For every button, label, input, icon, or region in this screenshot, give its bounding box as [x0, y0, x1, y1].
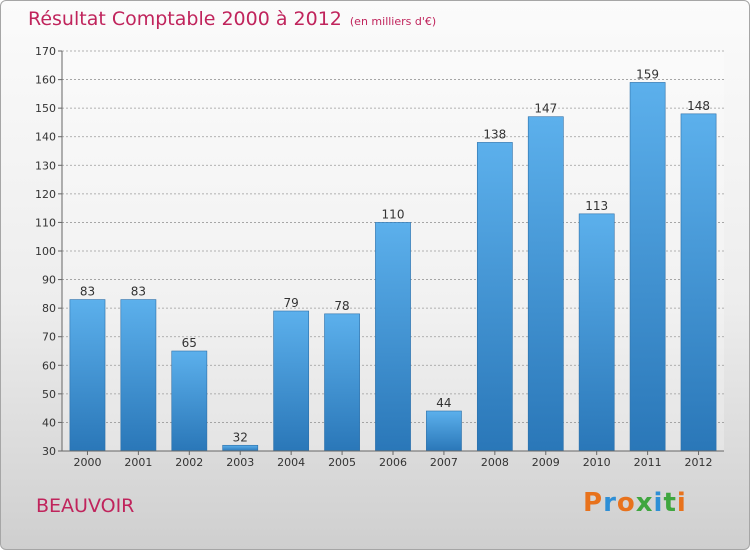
y-tick-label: 160 [35, 74, 56, 87]
bar-2005 [324, 313, 360, 452]
proxiti-logo: Proxiti [583, 488, 687, 518]
bar-2001 [120, 299, 157, 452]
x-tick-label: 2010 [583, 456, 611, 469]
logo-letter: o [616, 488, 636, 518]
chart-title-text: Résultat Comptable 2000 à 2012 [28, 8, 342, 30]
y-tick-label: 110 [35, 216, 56, 229]
y-tick-label: 170 [35, 45, 56, 58]
logo-letter: t [663, 488, 677, 518]
x-tick-label: 2001 [124, 456, 152, 469]
bar-2009 [527, 116, 564, 452]
y-tick-label: 30 [42, 445, 56, 458]
bar-2012 [680, 113, 717, 452]
bar-2002 [171, 350, 208, 452]
x-tick-label: 2008 [481, 456, 509, 469]
x-tick-label: 2000 [73, 456, 101, 469]
chart-subtitle: (en milliers d'€) [349, 15, 437, 28]
y-tick-label: 50 [42, 388, 56, 401]
axes: 30 40 50 60 70 80 90 100 110 120 130 140 150 160 170 20… [35, 45, 724, 469]
chart-title: Résultat Comptable 2000 à 2012 (en millie… [28, 8, 436, 30]
y-tick-label: 60 [42, 359, 56, 372]
bar-value-label: 44 [436, 396, 451, 410]
bar-value-label: 159 [636, 67, 659, 81]
commune-name: BEAUVOIR [36, 495, 135, 517]
y-tick-label: 90 [42, 274, 56, 287]
bar-2000 [69, 299, 106, 452]
bar-value-label: 138 [483, 127, 506, 141]
logo-letter: x [635, 488, 654, 518]
bar-value-label: 113 [585, 199, 608, 213]
bars: 83 83 65 32 79 78 110 44 138 147 113 159 148 [69, 67, 717, 452]
y-tick-label: 130 [35, 159, 56, 172]
bar-value-label: 65 [182, 336, 197, 350]
logo-letter: i [653, 488, 664, 518]
x-tick-label: 2006 [379, 456, 407, 469]
y-tick-label: 70 [42, 331, 56, 344]
bar-2007 [426, 410, 462, 452]
y-tick-label: 40 [42, 416, 56, 429]
bar-2010 [578, 213, 615, 452]
bar-value-label: 83 [131, 285, 146, 299]
bar-value-label: 32 [233, 430, 248, 444]
logo-letter: P [583, 488, 604, 518]
bar-2008 [476, 142, 513, 452]
bar-2006 [375, 222, 411, 452]
x-tick-label: 2011 [634, 456, 662, 469]
bar-2004 [273, 310, 310, 452]
y-tick-label: 120 [35, 188, 56, 201]
logo-letter: r [603, 488, 617, 518]
x-tick-label: 2004 [277, 456, 305, 469]
x-tick-label: 2009 [532, 456, 560, 469]
x-tick-label: 2012 [685, 456, 713, 469]
bar-value-label: 83 [80, 285, 95, 299]
y-tick-label: 150 [35, 102, 56, 115]
x-tick-label: 2005 [328, 456, 356, 469]
bar-value-label: 147 [534, 102, 557, 116]
bar-value-label: 148 [687, 99, 710, 113]
bar-2011 [629, 82, 666, 452]
x-tick-label: 2007 [430, 456, 458, 469]
logo-letter: i [676, 488, 687, 518]
x-tick-label: 2002 [175, 456, 203, 469]
bar-2003 [222, 444, 259, 452]
bar-value-label: 78 [334, 299, 349, 313]
y-tick-label: 100 [35, 245, 56, 258]
y-tick-label: 80 [42, 302, 56, 315]
x-tick-label: 2003 [226, 456, 254, 469]
y-tick-label: 140 [35, 131, 56, 144]
bar-value-label: 79 [284, 296, 299, 310]
bar-value-label: 110 [382, 207, 405, 221]
